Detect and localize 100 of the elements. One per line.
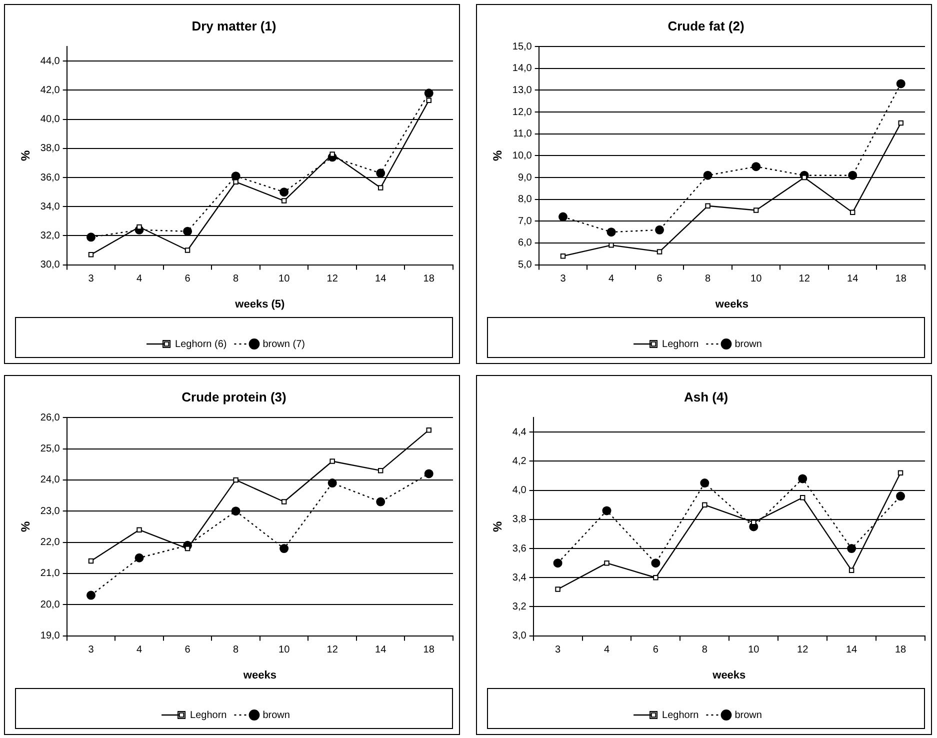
point: [134, 553, 144, 562]
x-tick-label: 3: [88, 274, 94, 285]
x-tick-label: 10: [748, 644, 760, 656]
x-tick-label: 12: [798, 274, 810, 285]
y-tick-label: 25,0: [40, 444, 60, 455]
x-tick-label: 6: [652, 644, 659, 656]
point: [86, 590, 96, 600]
x-tick-label: 12: [797, 644, 809, 656]
legend-label: brown: [734, 338, 762, 350]
y-tick-label: 13,0: [512, 84, 532, 96]
point: [848, 170, 858, 180]
point: [798, 474, 808, 484]
point: [602, 506, 612, 516]
legend-label: Leghorn: [662, 710, 699, 721]
point: [86, 232, 96, 242]
legend-label: Leghorn: [662, 338, 699, 350]
x-tick-label: 4: [136, 274, 142, 285]
y-tick-label: 26,0: [40, 412, 60, 424]
point: [378, 468, 384, 474]
x-tick-label: 14: [375, 274, 387, 285]
y-tick-label: 24,0: [40, 474, 60, 486]
x-tick-label: 18: [423, 644, 435, 656]
x-axis-title: weeks: [712, 669, 746, 682]
y-tick-label: 19,0: [40, 630, 60, 642]
point: [896, 79, 906, 88]
y-axis-title: %: [18, 150, 33, 162]
point: [88, 252, 94, 258]
point: [753, 208, 759, 213]
point: [700, 478, 710, 488]
chart-title: Crude protein (3): [182, 389, 286, 404]
y-tick-label: 3,2: [512, 601, 527, 612]
x-tick-label: 12: [326, 644, 338, 656]
y-tick-label: 10,0: [512, 150, 532, 162]
point: [848, 568, 854, 573]
point: [424, 469, 434, 478]
y-tick-label: 6,0: [518, 238, 532, 249]
y-tick-label: 7,0: [518, 216, 532, 227]
x-tick-label: 3: [555, 644, 561, 656]
point: [231, 172, 240, 181]
x-tick-label: 8: [705, 274, 712, 285]
point: [183, 226, 192, 236]
y-tick-label: 20,0: [40, 599, 60, 610]
legend-label: brown: [734, 710, 762, 721]
point: [330, 458, 335, 464]
y-tick-label: 23,0: [40, 506, 60, 517]
x-tick-label: 6: [184, 644, 191, 656]
y-tick-label: 36,0: [40, 172, 60, 184]
point: [88, 558, 94, 564]
point: [703, 170, 712, 180]
y-tick-label: 5,0: [518, 260, 532, 271]
x-tick-label: 4: [604, 644, 610, 656]
x-tick-label: 12: [326, 274, 338, 285]
x-tick-label: 18: [894, 644, 907, 656]
point: [553, 558, 562, 568]
point: [651, 558, 660, 568]
chart-title: Ash (4): [684, 389, 728, 404]
x-tick-label: 10: [278, 274, 290, 285]
point: [800, 494, 806, 500]
y-tick-label: 42,0: [40, 84, 60, 96]
y-tick-label: 30,0: [40, 260, 60, 271]
y-tick-label: 44,0: [40, 56, 60, 67]
point: [136, 527, 142, 532]
y-tick-label: 22,0: [40, 537, 60, 548]
point: [898, 470, 904, 476]
y-tick-label: 40,0: [40, 114, 60, 126]
x-tick-label: 10: [750, 274, 762, 285]
x-tick-label: 4: [608, 274, 614, 285]
legend-label: Leghorn: [190, 710, 227, 721]
point: [702, 502, 708, 508]
point: [376, 168, 386, 178]
y-tick-label: 3,8: [512, 514, 527, 526]
x-tick-label: 6: [656, 274, 663, 285]
point: [184, 248, 190, 253]
y-tick-label: 34,0: [40, 201, 60, 212]
point: [606, 228, 616, 237]
y-tick-label: 4,4: [512, 426, 527, 438]
point: [655, 225, 664, 234]
point: [850, 210, 856, 216]
y-tick-label: 15,0: [512, 41, 532, 52]
y-tick-label: 3,0: [512, 630, 527, 642]
point: [281, 198, 287, 204]
y-tick-label: 4,0: [512, 485, 527, 496]
chart-title: Dry matter (1): [192, 18, 276, 34]
x-tick-label: 8: [233, 644, 240, 656]
y-axis-title: %: [18, 521, 33, 532]
point: [280, 544, 289, 554]
legend-label: brown: [262, 710, 290, 721]
y-tick-label: 11,0: [513, 128, 532, 140]
y-tick-label: 32,0: [40, 230, 60, 242]
x-tick-label: 4: [136, 644, 142, 656]
point: [558, 212, 568, 222]
y-tick-label: 8,0: [518, 194, 532, 206]
point: [656, 249, 662, 254]
x-tick-label: 18: [895, 274, 907, 285]
point: [231, 506, 240, 516]
y-tick-label: 38,0: [40, 143, 60, 154]
y-tick-label: 3,4: [512, 572, 527, 584]
x-axis-title: weeks: [714, 298, 748, 310]
chart-title: Crude fat (2): [668, 18, 744, 34]
x-tick-label: 14: [846, 644, 858, 656]
